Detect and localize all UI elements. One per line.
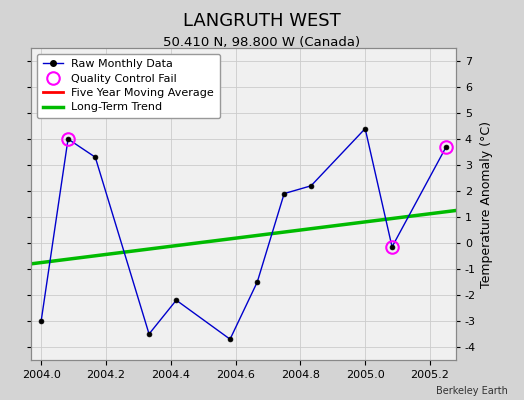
Text: Berkeley Earth: Berkeley Earth <box>436 386 508 396</box>
Legend: Raw Monthly Data, Quality Control Fail, Five Year Moving Average, Long-Term Tren: Raw Monthly Data, Quality Control Fail, … <box>37 54 220 118</box>
Text: LANGRUTH WEST: LANGRUTH WEST <box>183 12 341 30</box>
Y-axis label: Temperature Anomaly (°C): Temperature Anomaly (°C) <box>480 120 493 288</box>
Text: 50.410 N, 98.800 W (Canada): 50.410 N, 98.800 W (Canada) <box>163 36 361 49</box>
